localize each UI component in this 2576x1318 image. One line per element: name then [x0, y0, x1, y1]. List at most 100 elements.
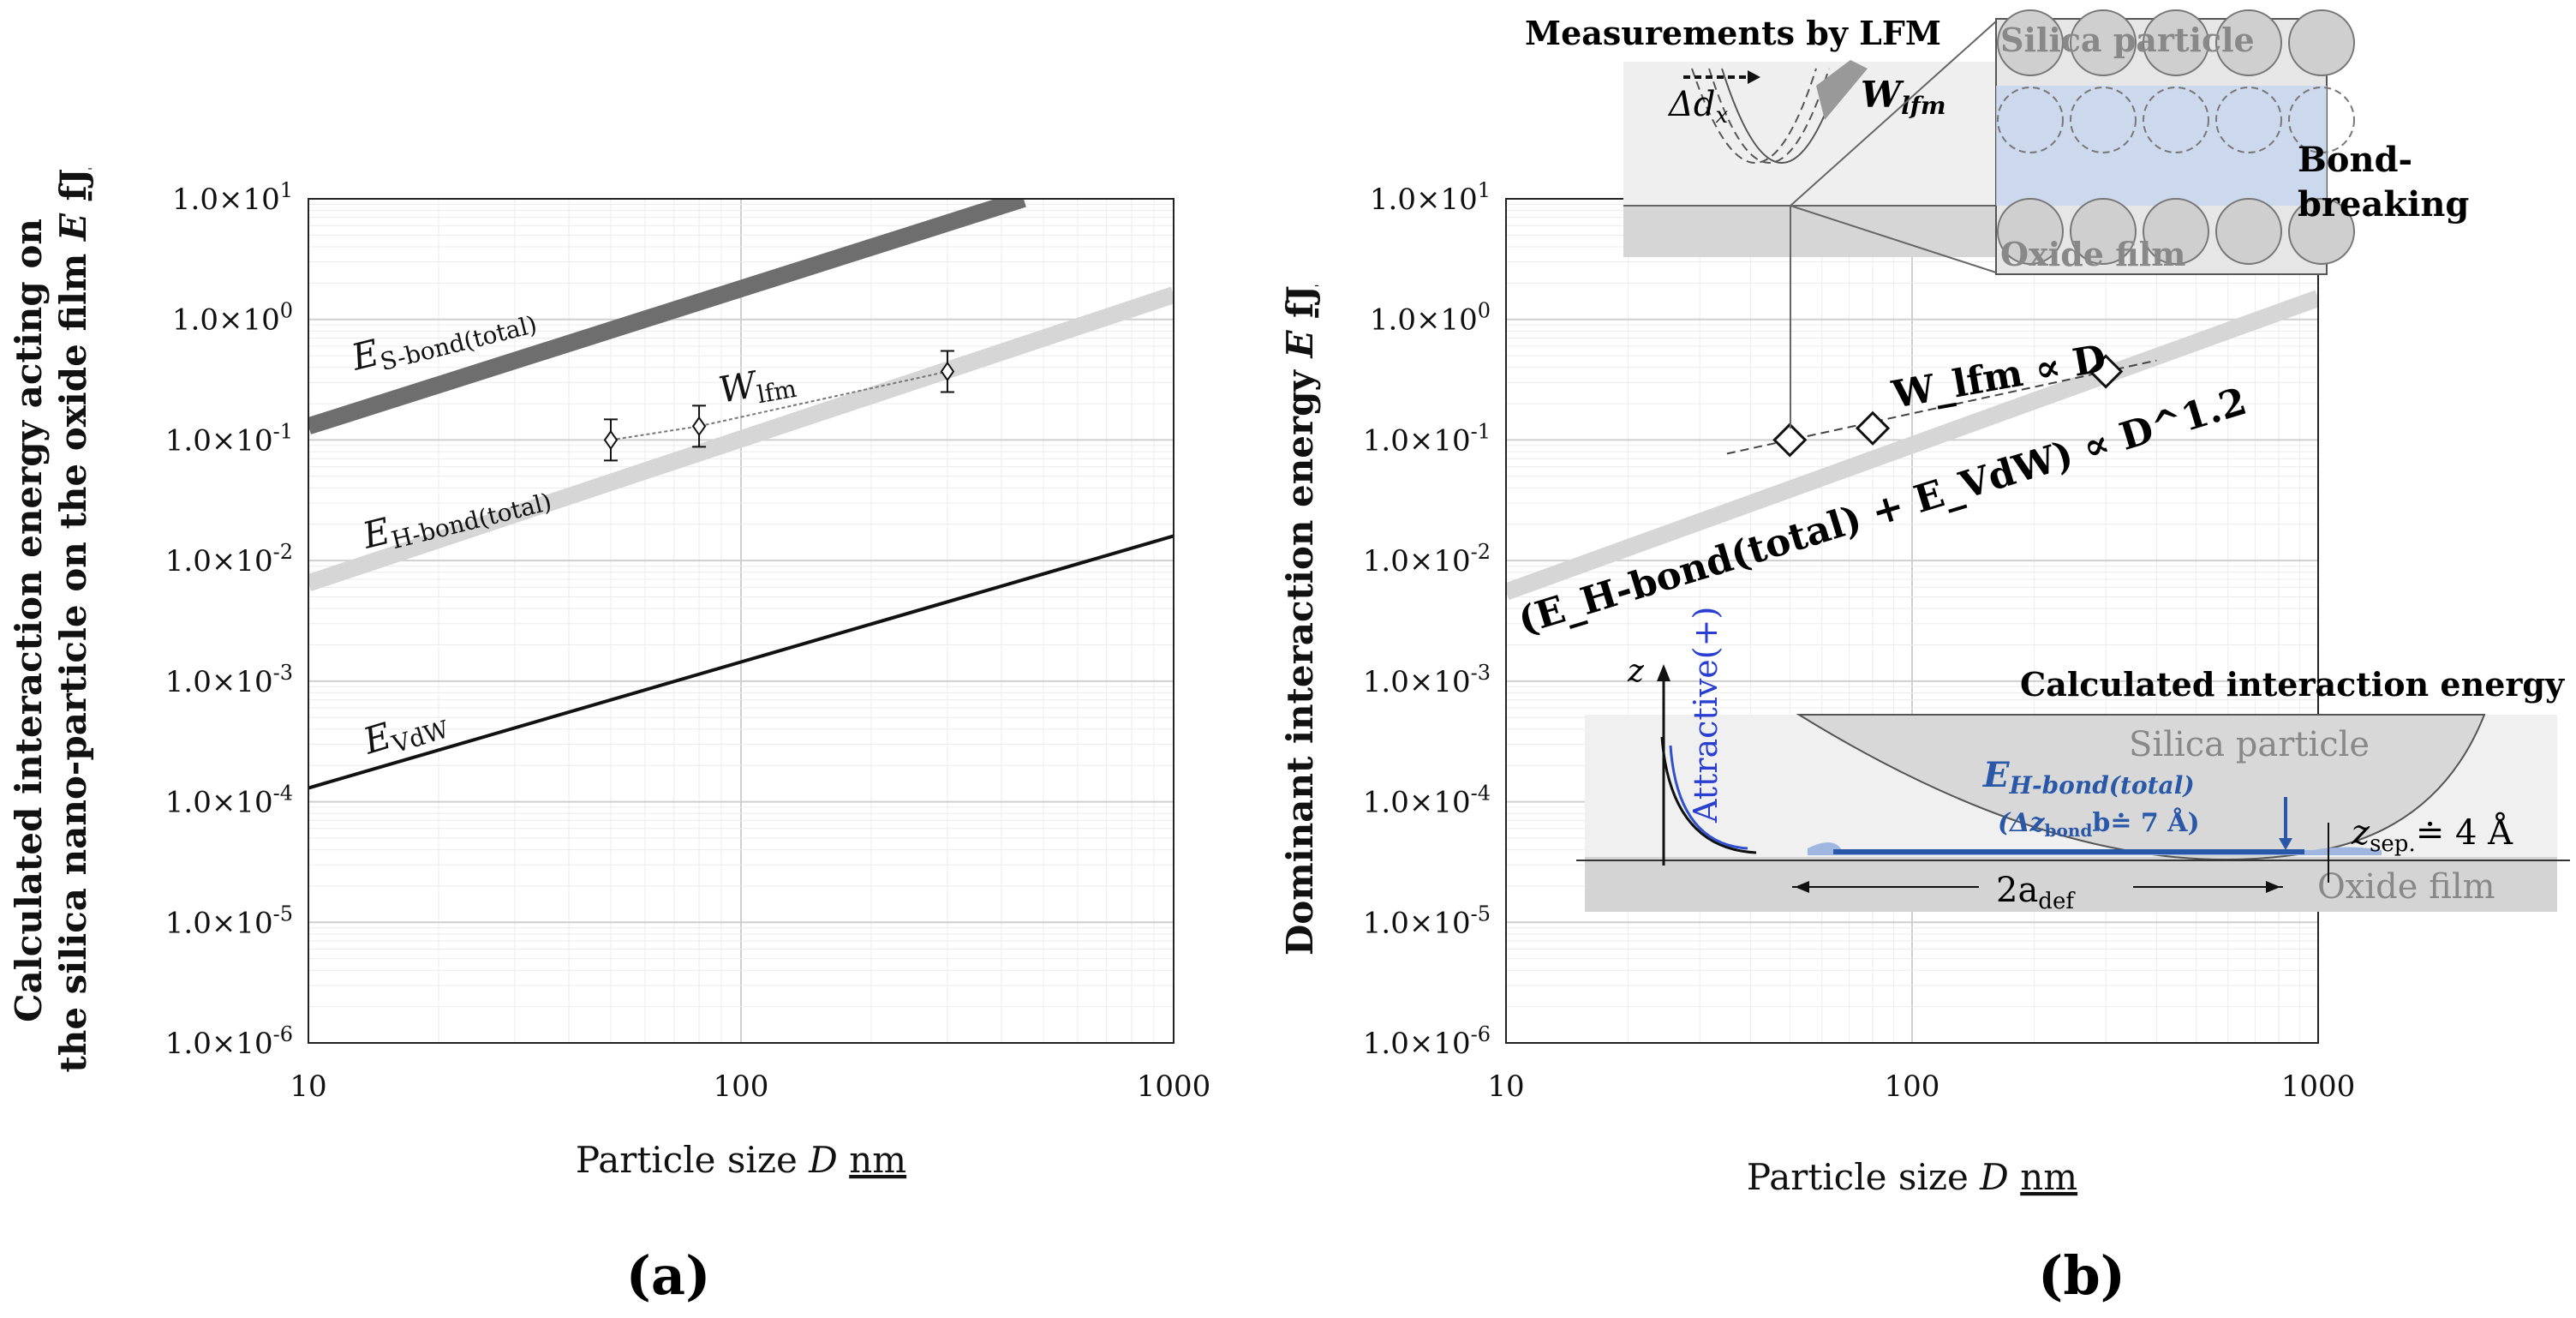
plot-frame-a	[308, 198, 1174, 1044]
series-line	[308, 286, 1174, 591]
inset-zoom-bond2: breaking	[2298, 184, 2469, 225]
y-tick-label: 1.0×10-2	[1363, 540, 1491, 578]
inset-lfm-particle-2	[1708, 68, 1830, 164]
inset-lfm-particle-1	[1691, 68, 1817, 164]
atom-circle	[2288, 87, 2355, 153]
y-tick-label: 1.0×10-2	[165, 540, 293, 578]
wlfm-marker	[691, 416, 707, 437]
wlfm-marker	[940, 361, 955, 382]
atom-circle	[2070, 9, 2137, 76]
grid-a	[308, 199, 1174, 1044]
series-a	[308, 199, 1174, 790]
ylabel-a-line1: Calculated interaction energy acting on	[8, 219, 50, 1022]
series-line	[1506, 290, 2318, 601]
xlabel-b: Particle size D nm	[1747, 1156, 2077, 1198]
series-line	[308, 534, 1174, 790]
series-b	[1506, 290, 2318, 601]
inset-lfm-cantilever	[1816, 60, 1868, 120]
inset-calc-oxide-label: Oxide film	[2317, 867, 2495, 907]
inset-calc-2a-left	[1795, 881, 1809, 893]
atom-circle	[2288, 9, 2355, 76]
label-wlfm: Wlfm	[715, 356, 798, 416]
inset-lfm-w: Wlfm	[1861, 74, 1945, 120]
atom-circle	[2143, 198, 2209, 265]
inset-lfm-zoom-line-2	[1790, 205, 1997, 273]
atom-circle	[2143, 9, 2209, 76]
x-tick-label: 1000	[1137, 1069, 1211, 1104]
y-tick-label: 1.0×10-1	[1363, 419, 1491, 458]
x-tick-label: 10	[1487, 1069, 1524, 1104]
annot-eh-prop: (E_H-bond(total) + E_VdW) ∝ D^1.2	[1513, 380, 2251, 644]
y-tick-label: 1.0×10-5	[165, 902, 293, 940]
inset-calc-title: Calculated interaction energy	[2020, 665, 2565, 704]
y-tick-label: 1.0×10-1	[165, 419, 293, 458]
inset-calc-particle-label: Silica particle	[2129, 725, 2370, 764]
y-tick-label: 1.0×100	[172, 299, 293, 338]
ticks-a: 10 100 1000 1.0×10-6 1.0×10-5 1.0×10-4 1.0×10-…	[165, 178, 1210, 1104]
inset-calc-eh: EH-bond(total)	[1982, 755, 2195, 800]
xlabel-a: Particle size D nm	[576, 1139, 906, 1181]
inset-lfm-title: Measurements by LFM	[1525, 14, 1941, 52]
inset-calc-2a-right	[2266, 881, 2280, 893]
atom-circle	[1997, 87, 2064, 153]
inset-zoom-particle: Silica particle	[2000, 21, 2255, 59]
y-tick-label: 1.0×10-4	[165, 782, 293, 820]
atom-circle	[1997, 9, 2064, 76]
atom-circle	[1997, 198, 2064, 265]
inset-zoom-bond1: Bond-	[2298, 140, 2412, 180]
inset-calc-potential-black	[1660, 736, 1757, 854]
atom-circle	[2215, 87, 2282, 153]
wlfm-diamond	[1772, 422, 1808, 458]
panel-b: 10 100 1000 1.0×10-6 1.0×10-5 1.0×10-4 1.0×10-…	[1279, 9, 2570, 1307]
atom-circle	[2215, 9, 2282, 76]
inset-calc-z-arrow	[1657, 664, 1671, 681]
x-tick-label: 100	[1885, 1069, 1940, 1104]
atom-circle	[2143, 87, 2209, 153]
ticks-b: 10 100 1000 1.0×10-6 1.0×10-5 1.0×10-4 1.0×10-…	[1363, 178, 2355, 1104]
y-tick-label: 1.0×101	[1370, 178, 1491, 217]
x-tick-label: 1000	[2281, 1069, 2356, 1104]
inset-calc-potential-blue	[1669, 745, 1748, 850]
inset-calc-particle	[1796, 714, 2486, 860]
grid-b	[1505, 199, 2318, 1044]
ylabel-b: Dominant interaction energy E fJ	[1279, 285, 1321, 956]
inset-calc-2a-bg	[1979, 867, 2133, 910]
atom-circle	[2288, 198, 2355, 265]
panel-a: 10 100 1000 1.0×10-6 1.0×10-5 1.0×10-4 1.0×10-…	[8, 168, 1210, 1307]
inset-calc-zsep: zsep.≐ 4 Å	[2351, 812, 2513, 857]
y-tick-label: 1.0×10-5	[1363, 902, 1491, 940]
inset-lfm-arrowhead	[1748, 70, 1760, 84]
series-line	[308, 199, 1026, 434]
y-tick-label: 1.0×101	[172, 178, 293, 217]
y-tick-label: 1.0×10-4	[1363, 782, 1491, 820]
wlfm-marker	[603, 429, 619, 451]
y-tick-label: 1.0×10-6	[1363, 1022, 1491, 1061]
inset-calc-2a: 2adef	[1996, 871, 2076, 914]
caption-a: (a)	[626, 1244, 711, 1307]
ylabel-a-line2: the silica nano-particle on the oxide fi…	[52, 168, 94, 1072]
wlfm-diamond	[2089, 354, 2124, 389]
y-tick-label: 1.0×10-6	[165, 1022, 293, 1061]
wlfm-diamond	[1855, 410, 1891, 446]
inset-lfm-zoom-line-1	[1790, 21, 1997, 207]
inset-zoom-oxide: Oxide film	[2000, 235, 2185, 273]
atom-circle	[2070, 87, 2137, 153]
inset-calc-attractive: Attractive(+)	[1687, 607, 1724, 824]
inset-calc-bond-arrowhead	[2279, 838, 2292, 850]
x-tick-label: 10	[290, 1069, 326, 1104]
inset-zoom-bond-region	[1996, 86, 2327, 206]
y-tick-label: 1.0×10-3	[1363, 661, 1491, 699]
label-eh-bond: EH-bond(total)	[358, 470, 555, 560]
inset-calc-dz: (Δzbondb≐ 7 Å)	[1998, 807, 2200, 841]
inset-lfm-oxide	[1623, 206, 2000, 257]
atom-circle	[2215, 198, 2282, 265]
inset-lfm-delta: Δdx	[1667, 85, 1729, 129]
wlfm-line	[610, 370, 948, 441]
inset-zoom-atoms	[1997, 9, 2355, 265]
x-tick-label: 100	[714, 1069, 769, 1104]
inset-calc-z: z	[1627, 654, 1645, 689]
inset-lfm: Δdx Wlfm Measurements by LFM Silica part…	[1525, 9, 2469, 428]
caption-b: (b)	[2038, 1244, 2125, 1307]
y-tick-label: 1.0×10-3	[165, 661, 293, 699]
